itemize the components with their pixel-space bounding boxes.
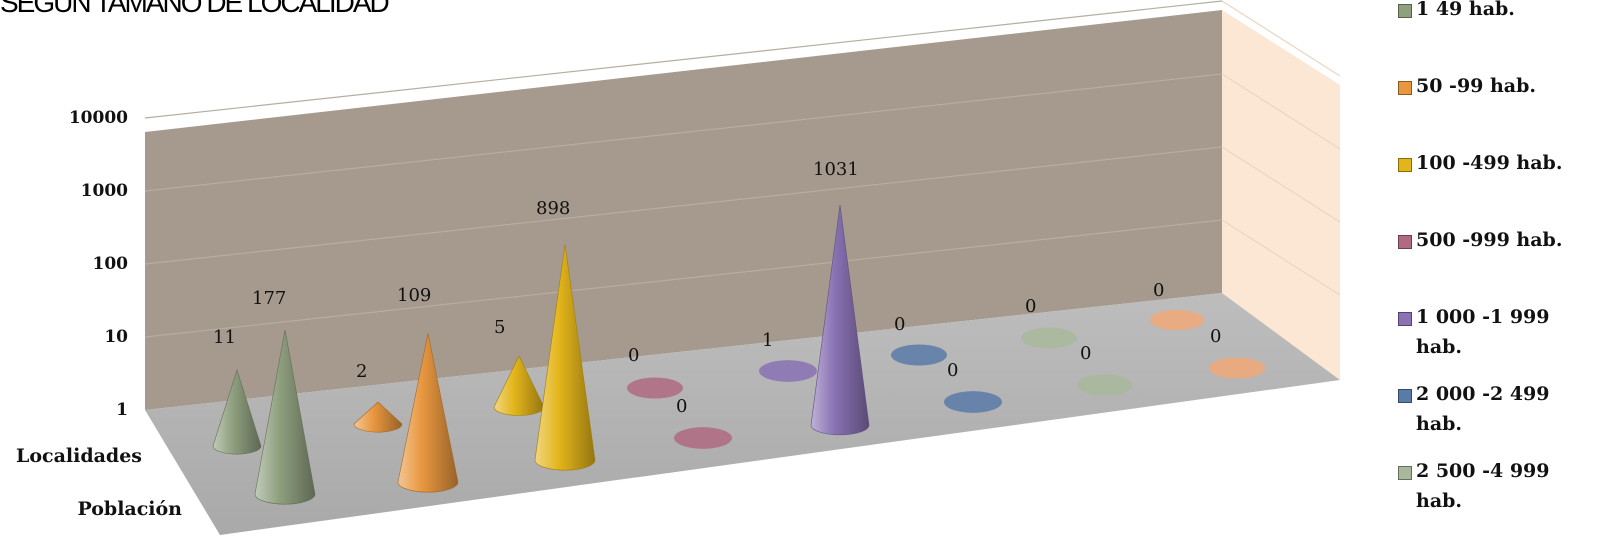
- gridline: [144, 219, 1223, 338]
- cone-mark: [534, 244, 596, 471]
- cone-base-flat: [759, 360, 817, 382]
- chart-title: SEGUN TAMAÑO DE LOCALIDAD: [0, 0, 388, 18]
- y-tick-label: 1: [116, 400, 128, 420]
- cone-base-flat: [627, 377, 683, 399]
- legend-swatch: [1398, 235, 1412, 249]
- cone-mark: [810, 204, 870, 436]
- data-label: 1: [762, 330, 773, 351]
- gridline: [144, 0, 1223, 119]
- data-label: 0: [1080, 343, 1091, 364]
- cone-mark: [212, 368, 262, 455]
- cone-base-flat: [944, 391, 1002, 413]
- cone-base-flat: [891, 344, 947, 366]
- legend-label: 1 49 hab.: [1416, 0, 1515, 20]
- legend-label: 100 -499 hab.: [1416, 152, 1563, 174]
- legend-swatch: [1398, 158, 1412, 172]
- data-label: 5: [494, 317, 505, 338]
- data-label: 0: [947, 360, 958, 381]
- data-label: 0: [676, 396, 687, 417]
- data-label: 177: [252, 288, 286, 309]
- data-label: 1031: [813, 159, 859, 180]
- cone-base-flat: [1209, 357, 1265, 379]
- data-label: 0: [1210, 326, 1221, 347]
- data-label: 898: [536, 198, 570, 219]
- legend-label: 50 -99 hab.: [1416, 75, 1537, 97]
- legend-swatch: [1398, 4, 1412, 18]
- legend-swatch: [1398, 466, 1412, 480]
- legend-label: 2 000 -2 499 hab.: [1416, 383, 1550, 435]
- cone-mark: [397, 333, 459, 493]
- legend-swatch: [1398, 81, 1412, 95]
- y-tick-label: 1000: [81, 181, 128, 201]
- data-label: 0: [1025, 296, 1036, 317]
- legend-label: 2 500 -4 999 hab.: [1416, 460, 1550, 512]
- data-label: 109: [397, 285, 431, 306]
- gridline-side: [1221, 146, 1341, 223]
- legend-label: 500 -999 hab.: [1416, 229, 1563, 251]
- legend-label: 1 000 -1 999 hab.: [1416, 306, 1550, 358]
- gridline-side: [1221, 219, 1341, 296]
- y-tick-label: 10000: [69, 108, 128, 128]
- side-wall: [1222, 10, 1340, 380]
- data-label: 0: [1153, 280, 1164, 301]
- cone-base-flat: [1021, 327, 1077, 349]
- y-tick-label: 10: [104, 327, 128, 347]
- gridline-side: [1221, 0, 1341, 77]
- gridline: [144, 73, 1223, 192]
- category-label: Población: [77, 498, 182, 520]
- cone-mark: [254, 329, 316, 505]
- legend-swatch: [1398, 389, 1412, 403]
- data-label: 11: [213, 327, 236, 348]
- gridline: [144, 146, 1223, 265]
- cone-mark: [353, 401, 403, 433]
- cone-base-flat: [674, 427, 732, 449]
- gridline-side: [1221, 73, 1341, 150]
- data-label: 0: [894, 314, 905, 335]
- data-label: 2: [356, 361, 367, 382]
- category-label: Localidades: [16, 445, 142, 467]
- data-label: 0: [628, 345, 639, 366]
- back-wall: [145, 10, 1222, 410]
- cone-base-flat: [1077, 374, 1133, 396]
- cone-base-flat: [1150, 309, 1204, 331]
- legend-swatch: [1398, 312, 1412, 326]
- y-tick-label: 100: [93, 254, 129, 274]
